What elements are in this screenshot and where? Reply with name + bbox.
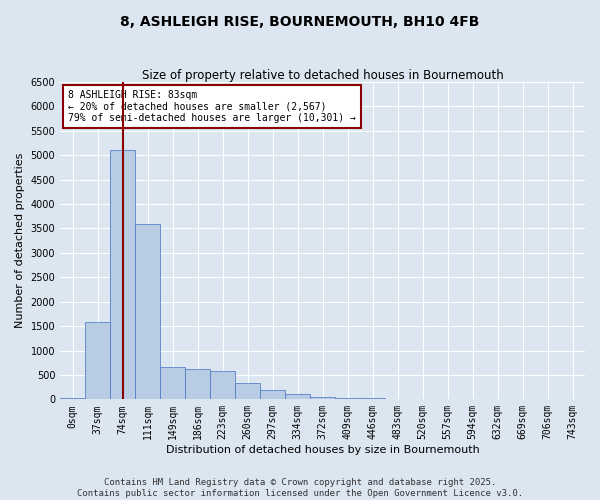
- Bar: [260, 390, 285, 400]
- Bar: [335, 398, 360, 400]
- Y-axis label: Number of detached properties: Number of detached properties: [15, 153, 25, 328]
- Text: 8, ASHLEIGH RISE, BOURNEMOUTH, BH10 4FB: 8, ASHLEIGH RISE, BOURNEMOUTH, BH10 4FB: [121, 15, 479, 29]
- Bar: [310, 397, 335, 400]
- Bar: [135, 224, 160, 400]
- X-axis label: Distribution of detached houses by size in Bournemouth: Distribution of detached houses by size …: [166, 445, 479, 455]
- Bar: [110, 150, 135, 400]
- Bar: [210, 371, 235, 400]
- Title: Size of property relative to detached houses in Bournemouth: Size of property relative to detached ho…: [142, 69, 503, 82]
- Bar: [235, 382, 260, 400]
- Bar: [185, 369, 210, 400]
- Bar: [160, 367, 185, 400]
- Bar: [285, 394, 310, 400]
- Text: 8 ASHLEIGH RISE: 83sqm
← 20% of detached houses are smaller (2,567)
79% of semi-: 8 ASHLEIGH RISE: 83sqm ← 20% of detached…: [68, 90, 356, 123]
- Bar: [60, 398, 85, 400]
- Bar: [85, 322, 110, 400]
- Text: Contains HM Land Registry data © Crown copyright and database right 2025.
Contai: Contains HM Land Registry data © Crown c…: [77, 478, 523, 498]
- Bar: [360, 398, 385, 400]
